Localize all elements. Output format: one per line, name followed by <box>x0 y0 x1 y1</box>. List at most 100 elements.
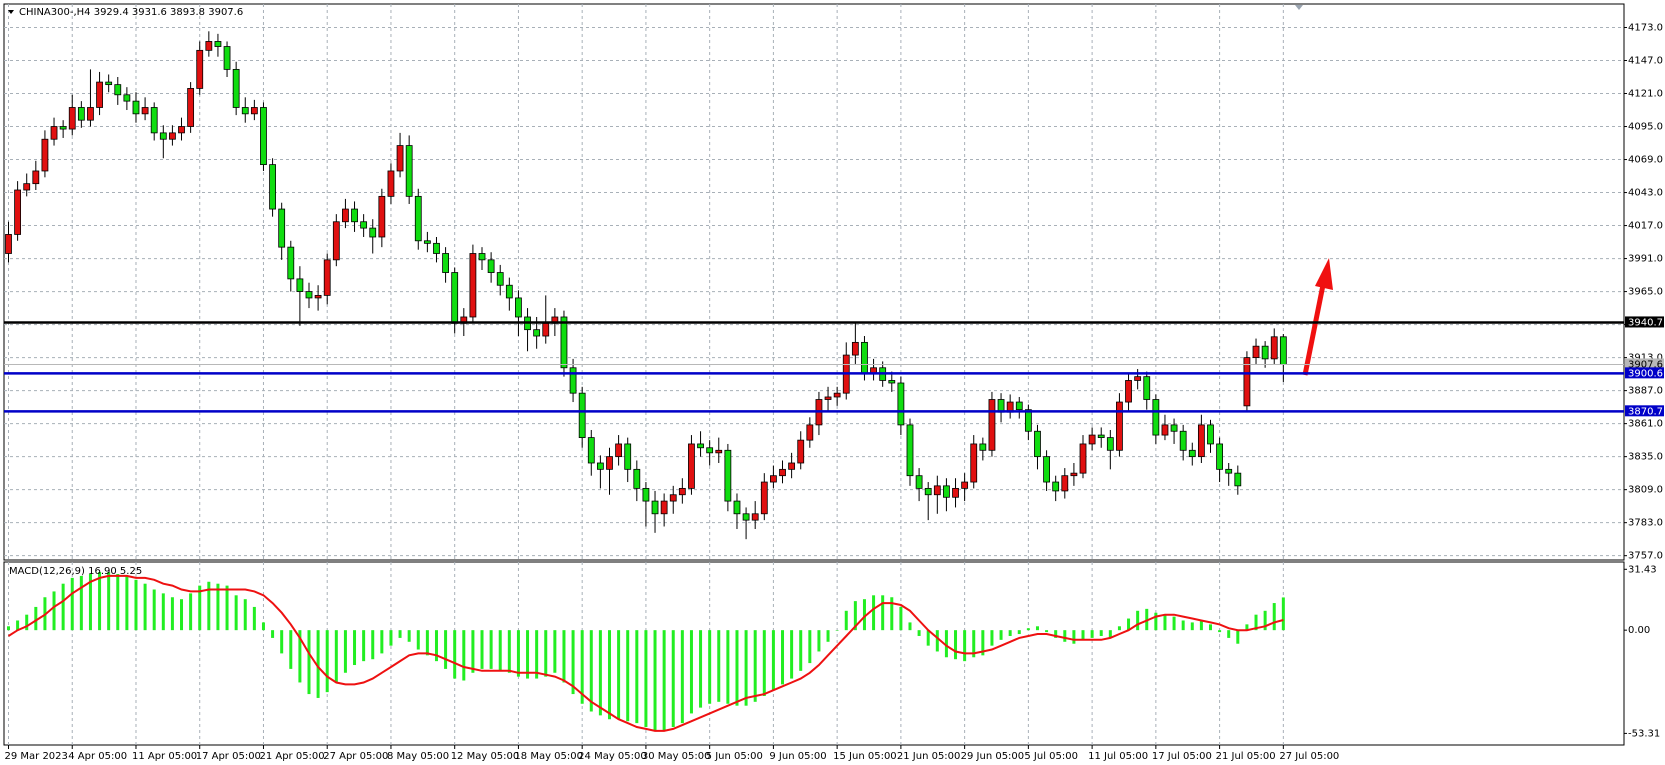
macd-bar <box>1045 630 1049 633</box>
candle-body <box>560 316 568 369</box>
candle-body <box>241 107 249 115</box>
candle-body <box>1034 430 1041 458</box>
candle-body <box>1061 475 1069 492</box>
macd-bar <box>708 630 712 704</box>
y-tick-label: 4069.0 <box>1628 155 1663 166</box>
candle-body <box>760 481 768 515</box>
x-tick-label: 8 May 05:00 <box>387 751 449 762</box>
x-tick-label: 18 May 05:00 <box>514 751 583 762</box>
macd-bar <box>1008 630 1012 636</box>
candle-body <box>770 475 777 483</box>
y-tick-label: 3913.0 <box>1628 353 1663 364</box>
candle-body <box>442 253 449 273</box>
macd-bar <box>589 630 593 712</box>
chart-title: CHINA300-,H4 3929.4 3931.6 3893.8 3907.6 <box>19 7 243 18</box>
macd-bar <box>271 630 275 638</box>
x-tick-label: 29 Jun 05:00 <box>961 751 1025 762</box>
candle-body <box>278 208 286 248</box>
macd-bar <box>480 630 484 669</box>
macd-bar <box>61 583 65 631</box>
candle-body <box>1225 468 1233 474</box>
candle-body <box>715 449 723 454</box>
y-tick-label: 0.00 <box>1628 625 1650 636</box>
macd-bar <box>617 630 621 720</box>
macd-bar <box>434 630 438 662</box>
y-tick-label: 4095.0 <box>1628 122 1663 133</box>
candle-body <box>1024 409 1032 432</box>
candle-body <box>205 41 213 51</box>
y-tick-label: 3783.0 <box>1628 518 1663 529</box>
candle-body <box>32 170 40 185</box>
grid: 3757.0 3783.0 3809.0 3835.0 3861.0 3887.0 3913… <box>4 4 1663 762</box>
macd-bar <box>680 630 684 724</box>
macd-bar <box>689 630 693 714</box>
candle-body <box>1197 424 1205 458</box>
candle-body <box>114 84 122 96</box>
macd-bar <box>926 630 930 646</box>
y-tick-label: 3757.0 <box>1628 551 1663 562</box>
macd-bar <box>626 630 630 722</box>
candle-body <box>897 382 905 426</box>
candle-body <box>515 297 522 318</box>
y-tick-label: 3991.0 <box>1628 254 1663 265</box>
candle-body <box>1070 472 1078 477</box>
candle-body <box>451 272 459 324</box>
macd-bar <box>79 575 83 631</box>
macd-bar <box>7 626 10 631</box>
macd-bar <box>1154 612 1158 631</box>
y-tick-label: 4017.0 <box>1628 221 1663 232</box>
candle-body <box>624 443 632 470</box>
macd-bar <box>908 622 912 631</box>
macd-bar <box>444 630 448 669</box>
x-tick-label: 21 Jul 05:00 <box>1216 751 1276 762</box>
macd-bar <box>981 630 985 656</box>
macd-bar <box>781 630 785 685</box>
macd-bar <box>307 630 311 695</box>
macd-bar <box>88 574 92 631</box>
candle-body <box>1097 434 1105 439</box>
macd-bar <box>1072 630 1076 644</box>
x-tick-label: 21 Jun 05:00 <box>897 751 961 762</box>
candle-body <box>1043 456 1050 483</box>
macd-bar <box>1208 624 1212 631</box>
candle-body <box>542 322 550 337</box>
candle-body <box>706 447 714 454</box>
macd-bar <box>972 630 976 658</box>
candle-body <box>332 221 340 261</box>
macd-panel <box>3 561 1625 746</box>
candle-body <box>105 81 113 86</box>
macd-bar <box>944 630 948 658</box>
macd-bar <box>52 591 56 631</box>
arrow-head <box>1315 258 1333 290</box>
candle-body <box>961 481 969 489</box>
macd-bar <box>1035 626 1039 631</box>
candle-body <box>50 126 58 140</box>
macd-bar <box>498 630 502 671</box>
macd-bar <box>835 630 839 631</box>
candle-body <box>1270 336 1278 360</box>
x-tick-label: 12 May 05:00 <box>451 751 520 762</box>
candle-body <box>1179 430 1187 451</box>
macd-bar <box>425 630 429 656</box>
macd-bar <box>935 630 939 652</box>
macd-bar <box>653 630 657 731</box>
macd-bar <box>416 630 420 650</box>
candle-body <box>87 107 94 121</box>
candle-body <box>751 513 759 521</box>
macd-bar <box>1245 624 1249 631</box>
macd-bar <box>1254 614 1258 631</box>
x-tick-label: 29 Mar 2023 <box>5 751 68 762</box>
candle-body <box>533 329 541 337</box>
macd-bar <box>161 593 165 631</box>
macd-bar <box>70 577 74 631</box>
macd-bar <box>1281 597 1285 631</box>
macd-bar <box>1090 630 1094 638</box>
y-tick-label: 3809.0 <box>1628 485 1663 496</box>
macd-bar <box>1199 620 1203 631</box>
macd-bar <box>771 630 775 691</box>
candle-body <box>305 291 313 299</box>
candle-body <box>943 485 950 498</box>
candle-body <box>77 107 85 121</box>
macd-bar <box>662 630 666 731</box>
